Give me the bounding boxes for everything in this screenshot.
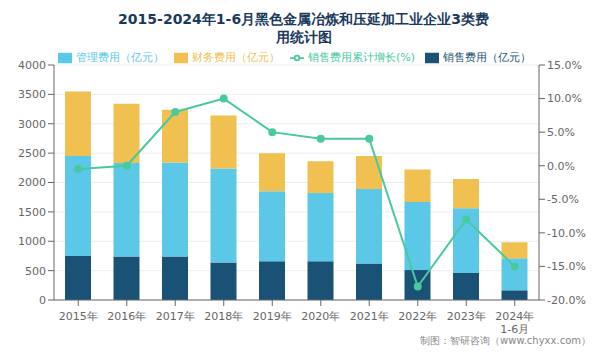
html-text:销售费用（亿元）: 销售费用（亿元） — [443, 51, 531, 64]
svg-text:-10.0%: -10.0% — [547, 227, 586, 240]
html-text:销售费用累计增长(%): 销售费用累计增长(%) — [308, 51, 415, 64]
svg-text:2000: 2000 — [18, 176, 46, 189]
svg-text:2018年: 2018年 — [204, 310, 243, 323]
svg-text:2015年: 2015年 — [59, 310, 98, 323]
svg-text:2020年: 2020年 — [301, 310, 340, 323]
svg-text:2021年: 2021年 — [350, 310, 389, 323]
svg-text:1000: 1000 — [18, 235, 46, 248]
svg-text:2017年: 2017年 — [156, 310, 195, 323]
svg-text:-5.0%: -5.0% — [547, 193, 579, 206]
svg-text:-15.0%: -15.0% — [547, 260, 586, 273]
html-text:制图：智研咨询（www.chyxx.com）: 制图：智研咨询（www.chyxx.com） — [420, 335, 591, 346]
html-text:财务费用（亿元）: 财务费用（亿元） — [192, 51, 280, 64]
svg-text:2019年: 2019年 — [253, 310, 292, 323]
svg-text:1500: 1500 — [18, 206, 46, 219]
svg-text:2016年: 2016年 — [107, 310, 146, 323]
svg-text:-20.0%: -20.0% — [547, 294, 586, 307]
svg-text:500: 500 — [25, 265, 46, 278]
svg-text:3500: 3500 — [18, 88, 46, 101]
html-text:用统计图: 用统计图 — [275, 29, 332, 45]
svg-text:2023年: 2023年 — [447, 310, 486, 323]
svg-text:15.0%: 15.0% — [547, 59, 582, 72]
html-text:2015-2024年1-6月黑色金属冶炼和压延加工业企业3类: 2015-2024年1-6月黑色金属冶炼和压延加工业企业3类费 — [118, 11, 489, 27]
svg-text:4000: 4000 — [18, 59, 46, 72]
svg-text:3000: 3000 — [18, 118, 46, 131]
html-text:管理费用（亿元）: 管理费用（亿元） — [76, 51, 164, 64]
svg-text:2500: 2500 — [18, 147, 46, 160]
svg-text:5.0%: 5.0% — [547, 126, 575, 139]
svg-text:10.0%: 10.0% — [547, 92, 582, 105]
svg-text:2022年: 2022年 — [398, 310, 437, 323]
svg-text:2024年1-6月: 2024年1-6月 — [495, 310, 534, 334]
svg-text:0: 0 — [39, 294, 46, 307]
svg-text:0.0%: 0.0% — [547, 160, 575, 173]
